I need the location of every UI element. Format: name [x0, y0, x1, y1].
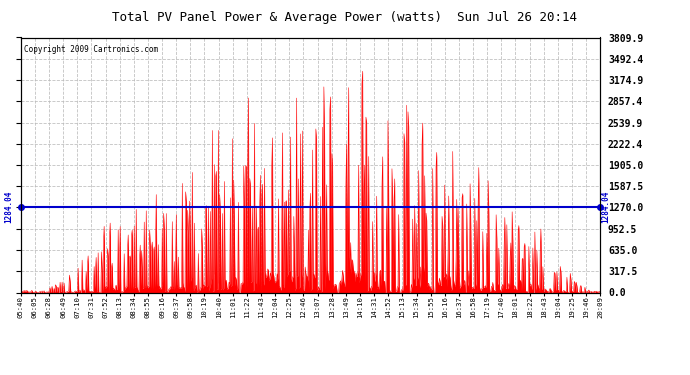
Text: Copyright 2009 Cartronics.com: Copyright 2009 Cartronics.com [23, 45, 158, 54]
Text: 1284.04: 1284.04 [602, 190, 611, 223]
Text: 1284.04: 1284.04 [5, 190, 14, 223]
Text: Total PV Panel Power & Average Power (watts)  Sun Jul 26 20:14: Total PV Panel Power & Average Power (wa… [112, 11, 578, 24]
